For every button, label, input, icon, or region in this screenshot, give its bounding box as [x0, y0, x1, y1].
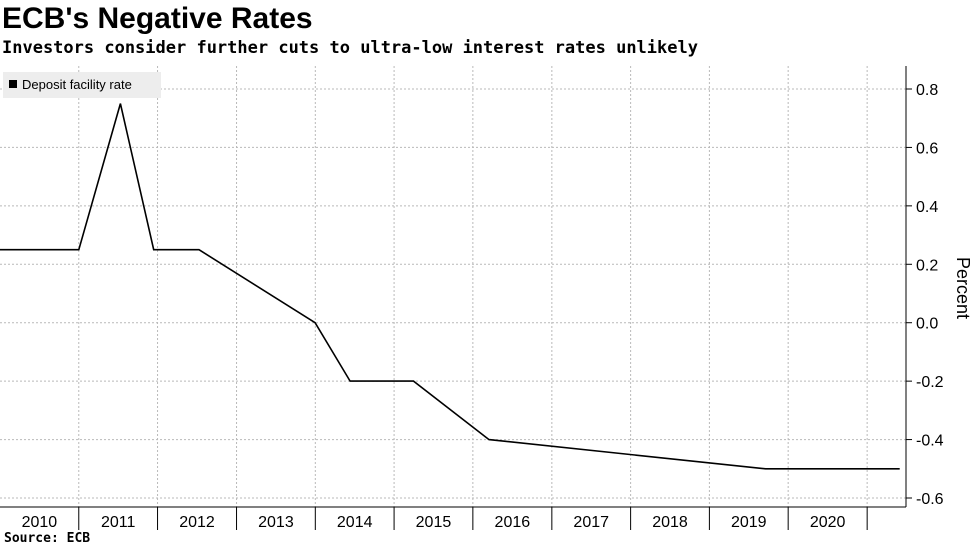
series-group	[0, 103, 900, 470]
x-tick-label: 2019	[731, 514, 767, 531]
axes	[0, 66, 912, 530]
x-gridlines	[78, 66, 868, 507]
series-line-deposit-facility-rate	[0, 103, 900, 470]
legend-swatch	[9, 80, 17, 88]
y-tick-label: 0.8	[916, 82, 938, 99]
source-note: Source: ECB	[4, 531, 91, 546]
y-tick-label: 0.2	[916, 257, 938, 274]
legend-label: Deposit facility rate	[22, 77, 132, 92]
y-tick-label: 0.0	[916, 316, 938, 333]
chart-subtitle: Investors consider further cuts to ultra…	[2, 38, 698, 58]
x-tick-label: 2017	[573, 514, 609, 531]
chart-title: ECB's Negative Rates	[2, 2, 313, 35]
y-tick-label: 0.6	[916, 140, 938, 157]
x-tick-label: 2018	[652, 514, 688, 531]
x-tick-label: 2011	[101, 514, 136, 531]
x-tick-label: 2013	[258, 514, 294, 531]
x-tick-label: 2015	[416, 514, 452, 531]
y-axis-label: Percent	[953, 257, 973, 319]
y-tick-label: -0.4	[916, 433, 944, 450]
x-tick-label: 2020	[810, 514, 846, 531]
x-tick-labels: 2010 2011 2012 2013 2014 2015 2016 2017 2018 2019…	[22, 514, 846, 531]
legend-background	[3, 72, 161, 98]
x-tick-label: 2014	[337, 514, 373, 531]
y-gridlines	[0, 88, 906, 499]
x-tick-label: 2012	[179, 514, 215, 531]
x-tick-label: 2016	[495, 514, 531, 531]
x-tick-label: 2010	[22, 514, 58, 531]
y-tick-label: 0.4	[916, 199, 938, 216]
legend: Deposit facility rate	[3, 72, 161, 98]
y-tick-label: -0.2	[916, 374, 944, 391]
y-tick-labels: 0.8 0.6 0.4 0.2 0.0 -0.2 -0.4 -0.6	[916, 82, 944, 508]
y-tick-label: -0.6	[916, 491, 944, 508]
